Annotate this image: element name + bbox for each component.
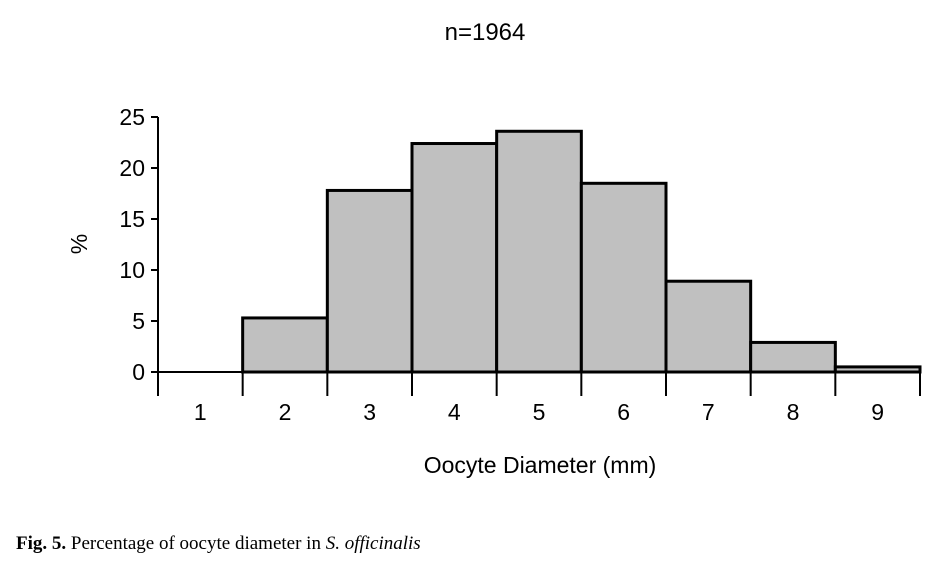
caption-label: Fig. 5. [16,533,67,554]
caption-species: S. officinalis [325,533,421,554]
x-ticks-layer: 1 2 3 4 5 6 7 8 9 [157,372,921,425]
y-tick-label-25: 25 [119,104,145,130]
figure-caption: Fig. 5. Percentage of oocyte diameter in… [16,533,421,555]
x-tick-label-3: 3 [363,399,376,425]
y-axis-label: % [66,234,92,254]
x-tick-label-7: 7 [702,399,715,425]
bar-3 [325,188,414,374]
bar-6 [579,181,668,374]
x-tick-label-8: 8 [787,399,800,425]
x-tick-label-2: 2 [279,399,292,425]
bar-7 [664,279,753,374]
bar-2 [241,316,329,374]
x-axis-label: Oocyte Diameter (mm) [424,452,657,478]
histogram-chart: n=1964 0 5 10 15 20 25 1 2 3 4 5 6 7 8 9 % Oocyte Dia… [66,19,922,478]
bar-5 [495,129,583,374]
y-tick-label-10: 10 [119,257,145,283]
y-tick-label-20: 20 [119,155,145,181]
x-tick-label-4: 4 [448,399,461,425]
bars-layer [241,129,922,374]
x-tick-label-5: 5 [533,399,546,425]
y-tick-label-5: 5 [132,308,145,334]
y-tick-label-0: 0 [132,359,145,385]
bar-8 [749,340,837,374]
axes-layer [157,117,920,396]
x-tick-label-9: 9 [871,399,884,425]
x-tick-label-6: 6 [617,399,630,425]
x-tick-label-1: 1 [194,399,207,425]
caption-text: Percentage of oocyte diameter in [66,533,326,554]
y-ticks-layer: 0 5 10 15 20 25 [119,104,158,385]
bar-4 [410,142,499,374]
chart-title: n=1964 [445,19,526,46]
y-tick-label-15: 15 [119,206,145,232]
